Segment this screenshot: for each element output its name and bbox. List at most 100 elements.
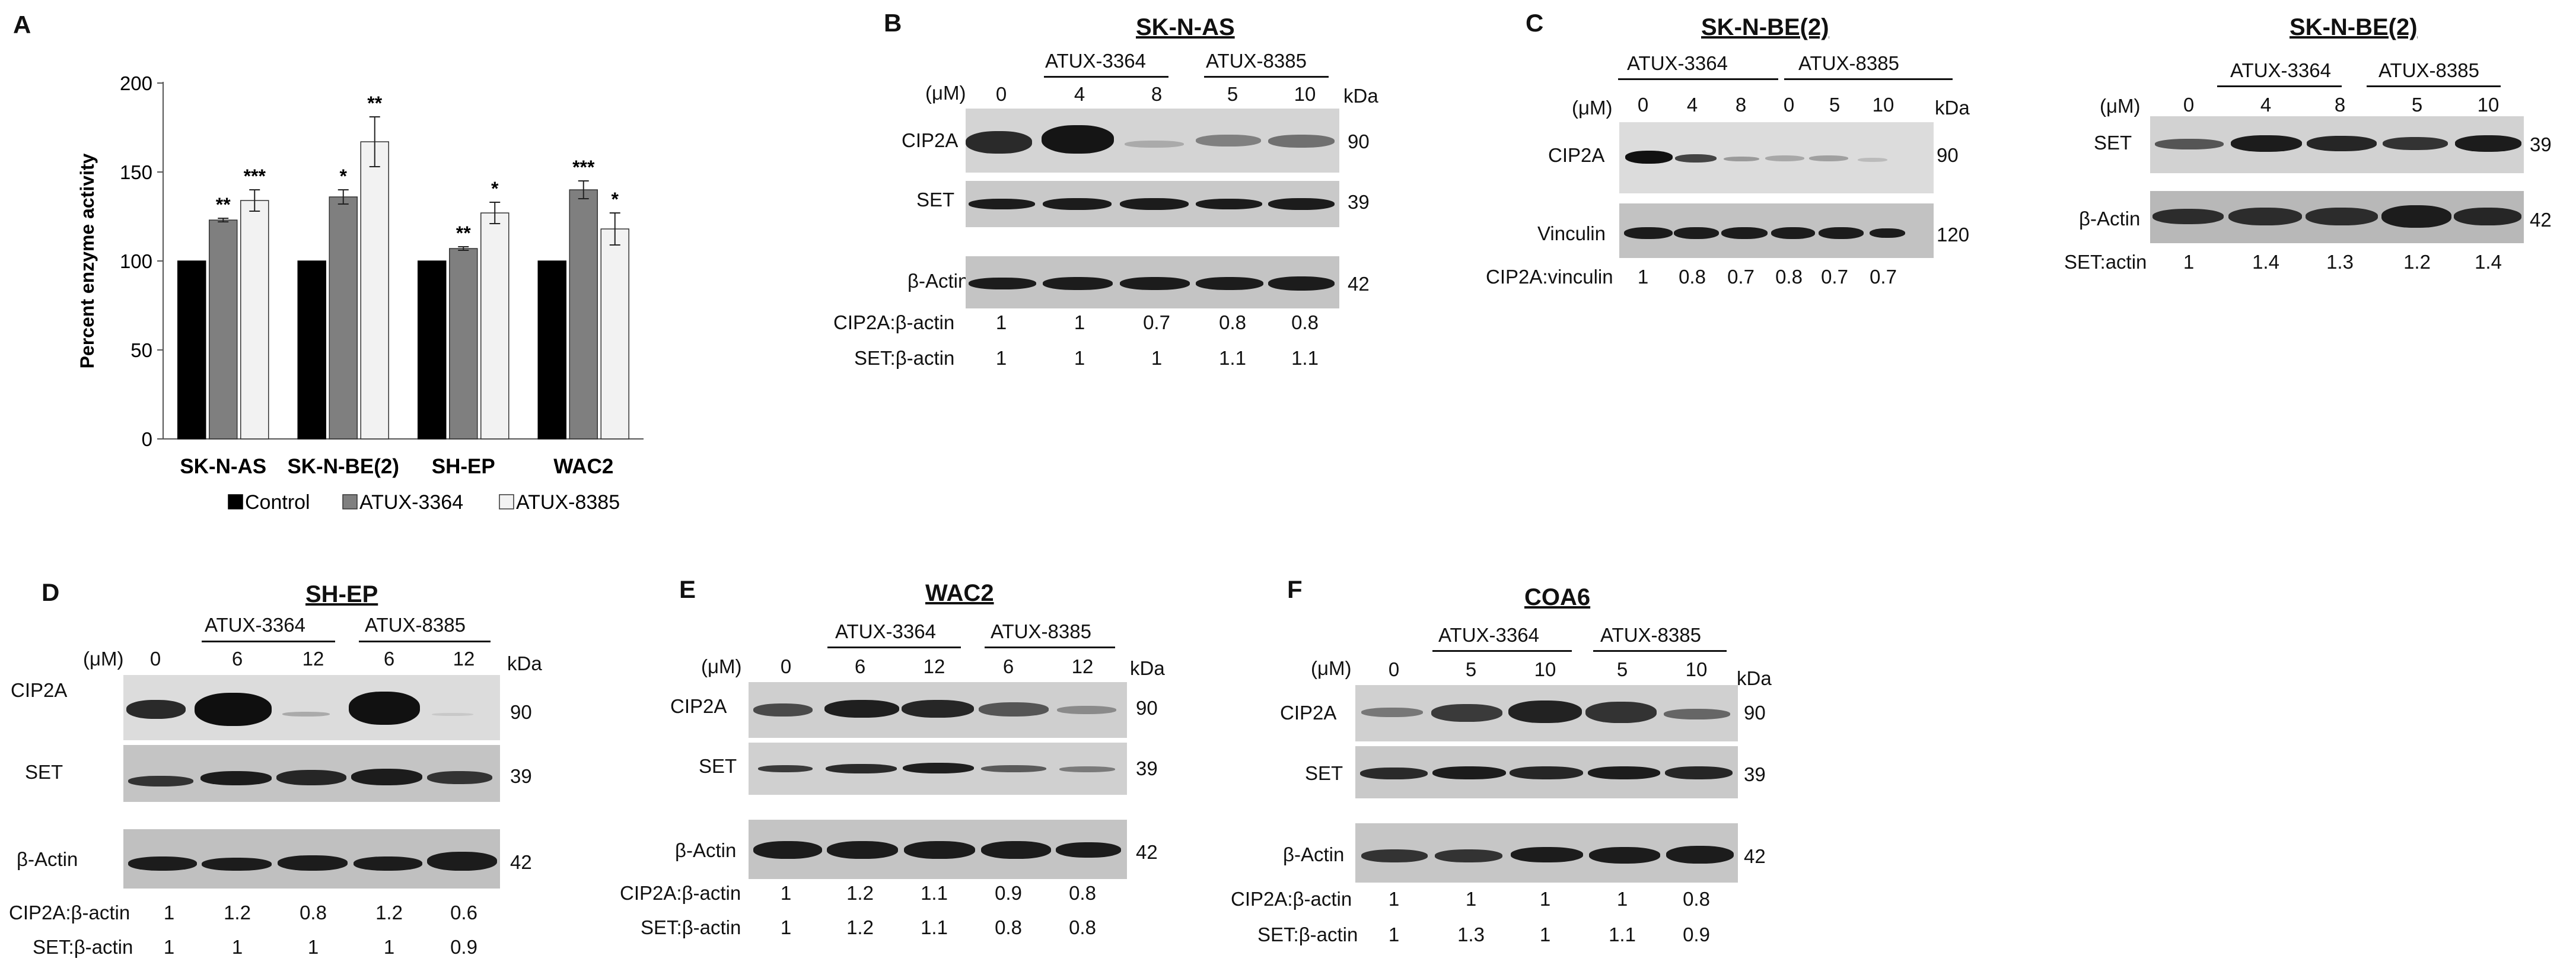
panel-e-atux8385-line xyxy=(985,647,1115,648)
panel-e-dose-0: 0 xyxy=(780,655,792,677)
panel-c1-q1-2: 0.7 xyxy=(1727,266,1755,288)
panel-c2-kda-39: 39 xyxy=(2530,133,2552,155)
panel-e-row-set: SET xyxy=(699,755,737,777)
panel-c2-blot-set xyxy=(2150,116,2524,173)
panel-e-blot-actin xyxy=(749,820,1127,879)
panel-e-q2-1: 1.2 xyxy=(846,916,874,938)
panel-d-q2-1: 1 xyxy=(231,936,243,958)
panel-d-atux8385-line xyxy=(359,641,491,642)
panel-b-blot-actin xyxy=(966,256,1339,308)
panel-d-atux8385-label: ATUX-8385 xyxy=(365,614,466,636)
panel-c1-blot-vinculin xyxy=(1619,203,1934,258)
panel-c1-kda-90: 90 xyxy=(1937,144,1959,166)
panel-e-q1-label: CIP2A:β-actin xyxy=(620,882,741,904)
panel-f-dose-0: 0 xyxy=(1388,658,1400,680)
panel-b-q2-3: 1.1 xyxy=(1219,347,1246,369)
signif-1-2: ** xyxy=(367,93,382,114)
bar-0-0 xyxy=(177,260,206,440)
panel-b-kda-39: 39 xyxy=(1348,191,1370,213)
signif-2-1: ** xyxy=(456,222,471,244)
panel-c2-atux8385-line xyxy=(2367,85,2501,87)
bar-3-1 xyxy=(569,189,598,440)
x-category-label-1: SK-N-BE(2) xyxy=(287,455,399,478)
panel-c2-q1-3: 1.2 xyxy=(2403,251,2431,273)
panel-b-atux8385-label: ATUX-8385 xyxy=(1206,50,1307,72)
panel-c2-q1-4: 1.4 xyxy=(2475,251,2502,273)
panel-d-label: D xyxy=(42,578,60,606)
panel-f-q2-label: SET:β-actin xyxy=(1257,924,1358,945)
panel-c1-q1-1: 0.8 xyxy=(1679,266,1706,288)
panel-d-q1-label: CIP2A:β-actin xyxy=(9,902,130,924)
panel-d-q1-3: 1.2 xyxy=(375,902,403,924)
panel-d-atux3364-line xyxy=(202,641,335,642)
panel-d-q1-0: 1 xyxy=(163,902,175,924)
legend-label-1: ATUX-3364 xyxy=(359,491,463,514)
x-category-label-2: SH-EP xyxy=(432,455,495,478)
panel-c-label: C xyxy=(1526,9,1544,37)
panel-b-q1-2: 0.7 xyxy=(1143,311,1170,333)
panel-c1-dose-2: 8 xyxy=(1735,94,1747,116)
panel-b-q1-3: 0.8 xyxy=(1219,311,1246,333)
panel-f-kda-42: 42 xyxy=(1744,845,1766,867)
panel-c1-atux3364-label: ATUX-3364 xyxy=(1627,52,1728,74)
panel-e-q2-0: 1 xyxy=(780,916,792,938)
bar-2-1 xyxy=(449,248,478,440)
panel-d-q1-2: 0.8 xyxy=(300,902,327,924)
panel-f-dose-3: 5 xyxy=(1616,658,1628,680)
panel-c2-blot-actin xyxy=(2150,191,2524,243)
panel-e-atux3364-label: ATUX-3364 xyxy=(835,620,936,642)
panel-b-q2-label: SET:β-actin xyxy=(854,347,955,369)
panel-d-kda-39: 39 xyxy=(510,765,532,787)
panel-c2-q1-label: SET:actin xyxy=(2064,251,2147,273)
panel-d-title: SH-EP xyxy=(305,581,378,607)
panel-d-blot-cip2a xyxy=(123,675,500,740)
panel-e-dose-2: 12 xyxy=(923,655,945,677)
panel-b-atux8385-line xyxy=(1204,76,1329,78)
panel-d-kda-42: 42 xyxy=(510,851,532,873)
panel-e-title: WAC2 xyxy=(925,580,994,606)
panel-f-row-set: SET xyxy=(1305,762,1343,784)
legend-label-0: Control xyxy=(245,491,310,514)
panel-c2-dose-4: 10 xyxy=(2477,94,2499,116)
panel-d-q2-label: SET:β-actin xyxy=(33,936,133,958)
panel-f-q1-1: 1 xyxy=(1465,888,1477,910)
bar-1-2 xyxy=(360,141,389,440)
panel-e-q1-3: 0.9 xyxy=(995,882,1022,904)
panel-b-dose-2: 8 xyxy=(1151,83,1163,105)
panel-b-q1-label: CIP2A:β-actin xyxy=(833,311,955,333)
panel-c1-row-cip2a: CIP2A xyxy=(1548,144,1605,166)
panel-c2-kda-42: 42 xyxy=(2530,209,2552,231)
panel-c1-row-vinculin: Vinculin xyxy=(1537,222,1606,244)
panel-e-kda-label: kDa xyxy=(1130,657,1165,679)
panel-c2-q1-2: 1.3 xyxy=(2326,251,2354,273)
panel-f-blot-set xyxy=(1355,746,1738,798)
panel-c2-title: SK-N-BE(2) xyxy=(2290,14,2418,40)
panel-b-q2-0: 1 xyxy=(995,347,1007,369)
panel-f-kda-39: 39 xyxy=(1744,763,1766,785)
panel-f-q1-0: 1 xyxy=(1388,888,1400,910)
panel-d-row-set: SET xyxy=(25,761,63,783)
panel-f-label: F xyxy=(1287,575,1303,603)
panel-c1-q1-4: 0.7 xyxy=(1821,266,1848,288)
panel-d-kda-90: 90 xyxy=(510,701,532,723)
panel-b-q2-4: 1.1 xyxy=(1291,347,1319,369)
panel-f-dose-4: 10 xyxy=(1685,658,1708,680)
legend-swatch-0 xyxy=(228,494,243,510)
panel-c1-title: SK-N-BE(2) xyxy=(1701,14,1829,40)
panel-d-kda-label: kDa xyxy=(507,652,542,674)
panel-c1-dose-5: 10 xyxy=(1872,94,1894,116)
panel-b-row-cip2a: CIP2A xyxy=(902,129,959,151)
panel-e-q1-2: 1.1 xyxy=(921,882,948,904)
panel-b-q2-2: 1 xyxy=(1151,347,1163,369)
panel-c1-blot-cip2a xyxy=(1619,122,1934,193)
panel-e-um-label: (μM) xyxy=(701,655,742,677)
panel-b-atux3364-label: ATUX-3364 xyxy=(1045,50,1146,72)
panel-b-dose-1: 4 xyxy=(1074,83,1085,105)
panel-d-row-cip2a: CIP2A xyxy=(11,679,68,701)
panel-c1-atux8385-label: ATUX-8385 xyxy=(1798,52,1899,74)
signif-2-2: * xyxy=(491,178,499,199)
panel-b-um-label: (μM) xyxy=(925,82,966,104)
panel-b-dose-4: 10 xyxy=(1294,83,1316,105)
panel-b-blot-set xyxy=(966,181,1339,227)
panel-e-blot-set xyxy=(749,743,1127,795)
